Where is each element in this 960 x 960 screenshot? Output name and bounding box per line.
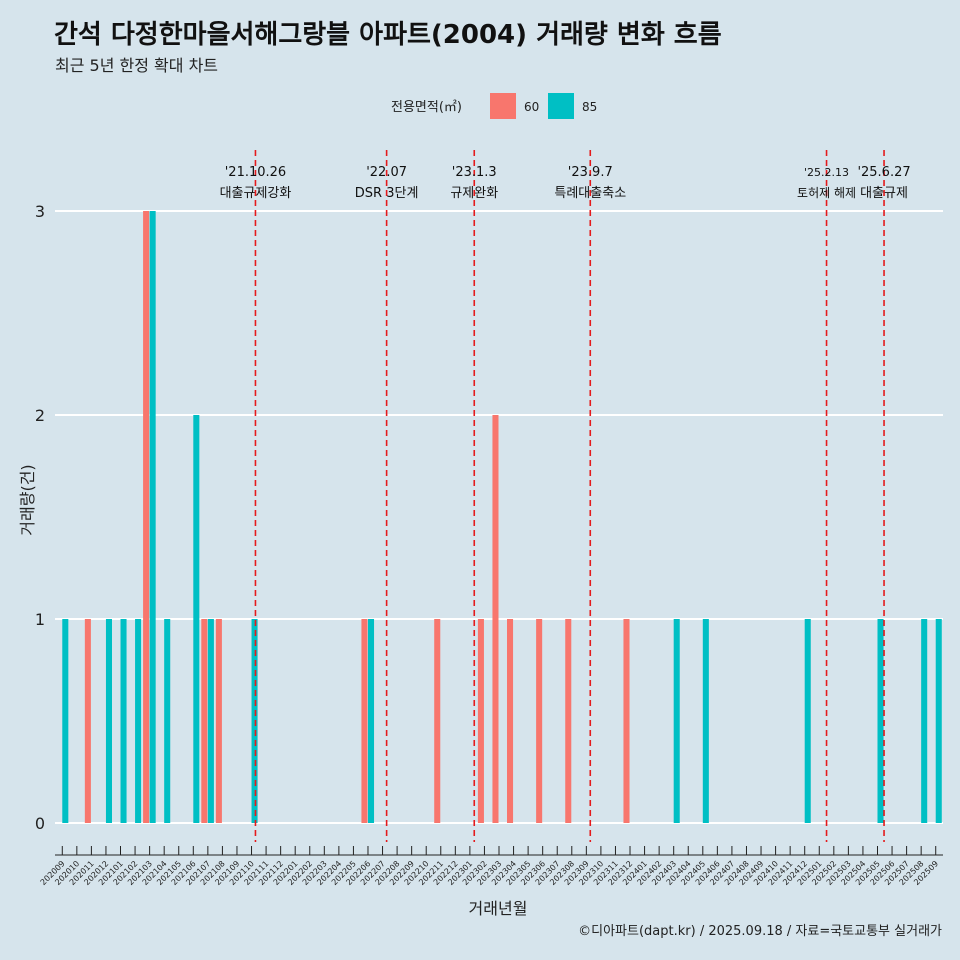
x-axis-label: 거래년월 — [469, 899, 528, 918]
legend-label-60: 60 — [524, 100, 539, 114]
bar-85-202102 — [135, 619, 142, 823]
bars — [62, 211, 942, 823]
bar-60-202107 — [201, 619, 208, 823]
bar-60-202011 — [84, 619, 91, 823]
y-tick-label: 3 — [35, 202, 45, 221]
event-date-0: '21.10.26 — [225, 165, 286, 180]
bar-60-202108 — [215, 619, 222, 823]
bar-85-202009 — [62, 619, 69, 823]
event-date-3: '23.9.7 — [568, 165, 613, 180]
bar-85-202104 — [164, 619, 171, 823]
event-label-0: 대출규제강화 — [220, 186, 292, 201]
event-date-5: '25.6.27 — [857, 165, 910, 180]
event-date-1: '22.07 — [366, 165, 407, 180]
bar-60-202312 — [623, 619, 630, 823]
bar-60-202306 — [536, 619, 543, 823]
y-tick-label: 1 — [35, 610, 45, 629]
y-tick-label: 0 — [35, 814, 45, 833]
bar-85-202106 — [193, 415, 200, 823]
bar-85-202103 — [149, 211, 156, 823]
event-label-3: 특례대출축소 — [554, 186, 626, 201]
bar-85-202508 — [921, 619, 928, 823]
bar-85-202107 — [207, 619, 214, 823]
event-date-2: '23.1.3 — [452, 165, 497, 180]
bar-85-202403 — [673, 619, 680, 823]
legend-swatch-85 — [548, 93, 574, 119]
event-label-1: DSR 3단계 — [355, 186, 419, 201]
legend-label-85: 85 — [582, 100, 597, 114]
event-lines: '21.10.26 대출규제강화 '22.07 DSR 3단계 '23.1.3 규제완화 '… — [220, 150, 911, 842]
bar-60-202304 — [507, 619, 514, 823]
y-axis-label: 거래량(건) — [18, 464, 37, 535]
event-label-2: 규제완화 — [450, 186, 498, 201]
bar-85-202101 — [120, 619, 127, 823]
bar-60-202308 — [565, 619, 572, 823]
bar-85-202405 — [702, 619, 709, 823]
event-date-4: '25.2.13 — [804, 166, 849, 179]
legend-swatch-60 — [490, 93, 516, 119]
y-tick-label: 2 — [35, 406, 45, 425]
caption: ©디아파트(dapt.kr) / 2025.09.18 / 자료=국토교통부 실… — [578, 924, 942, 939]
bar-60-202302 — [477, 619, 484, 823]
bar-60-202303 — [492, 415, 499, 823]
bar-60-202103 — [143, 211, 150, 823]
legend-title: 전용면적(㎡) — [391, 100, 462, 115]
chart-subtitle: 최근 5년 한정 확대 차트 — [55, 56, 219, 75]
event-label-4: 토허제 해제 — [797, 186, 856, 200]
bar-85-202412 — [804, 619, 811, 823]
bar-85-202012 — [105, 619, 113, 823]
bar-85-202206 — [367, 619, 375, 823]
bar-85-202110 — [251, 619, 258, 823]
bar-85-202509 — [935, 619, 942, 823]
bar-60-202211 — [434, 619, 441, 823]
y-axis: 0 1 2 3 — [35, 202, 45, 833]
x-axis: 2020092020102020112020122021012021022021… — [39, 846, 943, 887]
event-label-5: 대출규제 — [860, 186, 908, 201]
bar-60-202206 — [361, 619, 368, 823]
chart-title: 간석 다정한마을서해그랑블 아파트(2004) 거래량 변화 흐름 — [54, 20, 722, 50]
legend: 전용면적(㎡) 60 85 — [391, 93, 597, 119]
bar-85-202505 — [877, 619, 884, 823]
